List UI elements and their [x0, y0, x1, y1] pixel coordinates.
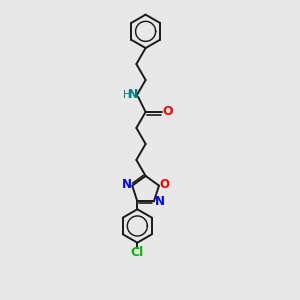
Text: N: N [122, 178, 131, 191]
Text: O: O [160, 178, 170, 191]
Text: N: N [154, 195, 165, 208]
Text: O: O [163, 106, 173, 118]
Text: H: H [123, 90, 130, 100]
Text: N: N [128, 88, 139, 101]
Text: Cl: Cl [131, 246, 144, 259]
